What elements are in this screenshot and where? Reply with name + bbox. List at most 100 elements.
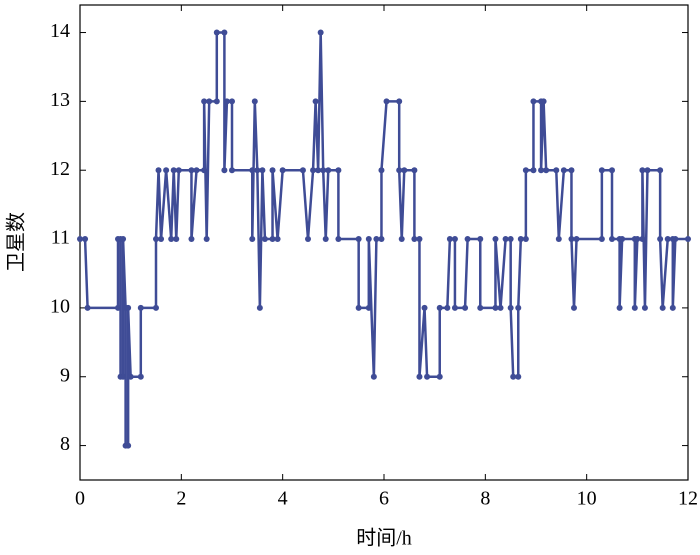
data-point (320, 167, 327, 174)
data-point (188, 167, 195, 174)
data-point (322, 236, 329, 243)
y-tick-label: 8 (60, 433, 70, 455)
data-point (507, 236, 514, 243)
x-tick-label: 6 (379, 488, 389, 510)
y-tick-label: 13 (50, 89, 70, 111)
data-point (213, 98, 220, 105)
data-point (515, 304, 522, 311)
data-point (378, 236, 385, 243)
data-point (522, 167, 529, 174)
data-point (188, 236, 195, 243)
data-point (672, 236, 679, 243)
data-point (251, 98, 258, 105)
x-tick-label: 2 (176, 488, 186, 510)
data-point (619, 236, 626, 243)
data-point (173, 236, 180, 243)
data-point (464, 236, 471, 243)
data-point (82, 236, 89, 243)
data-point (206, 98, 213, 105)
data-point (137, 373, 144, 380)
data-point (203, 236, 210, 243)
data-point (571, 304, 577, 311)
x-tick-label: 12 (678, 488, 698, 510)
x-tick-label: 0 (75, 488, 85, 510)
data-point (401, 167, 408, 174)
data-point (312, 98, 319, 105)
y-tick-label: 12 (50, 158, 70, 180)
data-point (269, 167, 276, 174)
data-point (153, 236, 159, 243)
data-point (553, 167, 560, 174)
data-point (424, 373, 431, 380)
data-point (213, 29, 220, 36)
data-point (659, 304, 666, 311)
y-tick-label: 9 (60, 364, 70, 386)
data-point (530, 98, 537, 105)
data-point (223, 98, 230, 105)
data-point (355, 236, 362, 243)
data-point (249, 167, 256, 174)
data-point (573, 236, 580, 243)
data-point (299, 167, 306, 174)
data-point (254, 167, 261, 174)
data-point (77, 236, 83, 243)
data-point (477, 304, 484, 311)
data-point (444, 304, 451, 311)
data-point (153, 304, 159, 311)
data-point (446, 236, 453, 243)
x-tick-label: 8 (480, 488, 490, 510)
data-point (325, 167, 332, 174)
data-point (315, 167, 322, 174)
data-point (421, 304, 428, 311)
data-point (634, 236, 641, 243)
data-point (355, 304, 362, 311)
data-point (530, 167, 537, 174)
data-point (373, 236, 380, 243)
data-point (127, 373, 134, 380)
data-point (137, 304, 144, 311)
data-point (669, 304, 676, 311)
data-point (538, 167, 545, 174)
data-point (507, 304, 514, 311)
data-point (641, 304, 648, 311)
data-point (540, 98, 547, 105)
data-point (664, 236, 671, 243)
data-point (229, 98, 235, 105)
data-point (416, 373, 423, 380)
data-point (365, 236, 372, 243)
data-point (492, 236, 499, 243)
data-point (256, 304, 263, 311)
data-point (657, 236, 664, 243)
data-point (335, 236, 342, 243)
data-point (120, 373, 127, 380)
y-axis-label: 卫星数 (5, 212, 28, 272)
data-point (436, 304, 443, 311)
data-point (644, 167, 651, 174)
data-point (462, 304, 469, 311)
data-point (609, 167, 615, 174)
data-point (317, 29, 324, 36)
data-point (370, 373, 377, 380)
data-point (568, 236, 575, 243)
data-point (125, 304, 132, 311)
data-point (598, 236, 605, 243)
data-point (451, 304, 458, 311)
data-point (451, 236, 458, 243)
data-point (335, 167, 342, 174)
x-axis-label: 时间/h (356, 527, 412, 550)
x-tick-label: 10 (577, 488, 597, 510)
data-point (639, 167, 646, 174)
data-point (305, 236, 311, 243)
data-point (378, 167, 385, 174)
data-point (639, 236, 646, 243)
data-point (229, 167, 235, 174)
data-point (193, 167, 200, 174)
data-point (125, 442, 132, 449)
data-point (168, 236, 175, 243)
data-point (568, 167, 575, 174)
data-point (411, 236, 418, 243)
data-point (522, 236, 529, 243)
data-point (510, 373, 517, 380)
data-point (221, 29, 228, 36)
data-point (249, 236, 256, 243)
